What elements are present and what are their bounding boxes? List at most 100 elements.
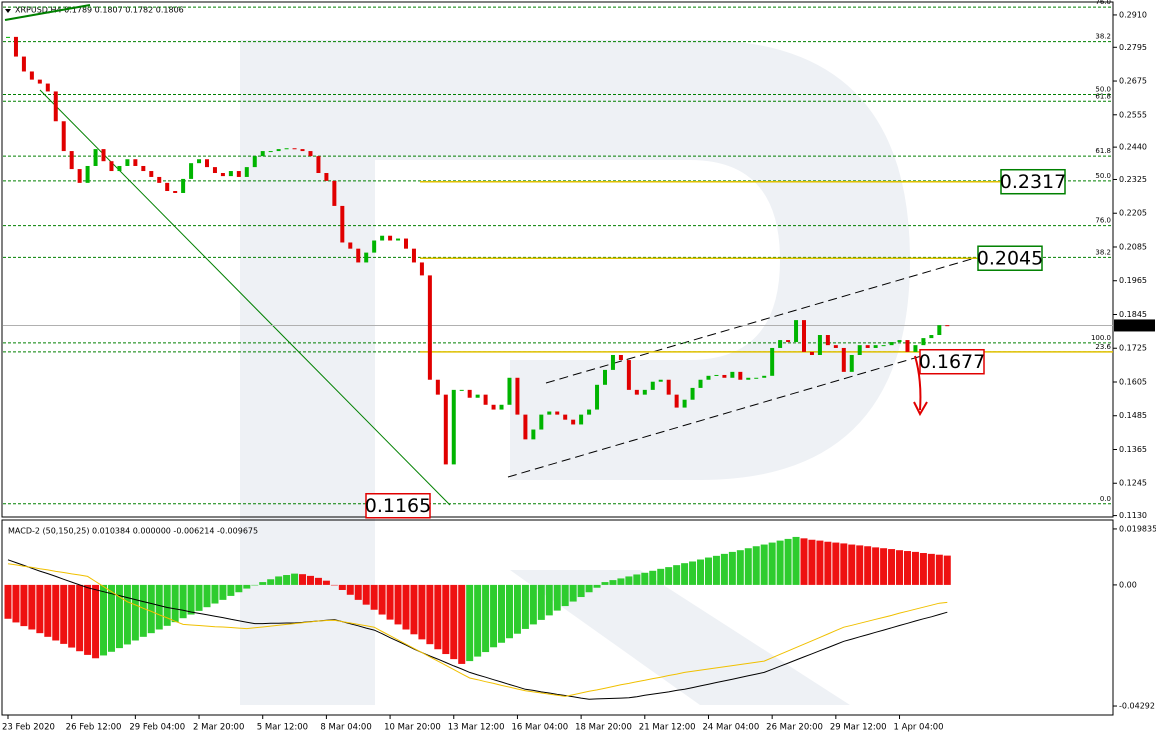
candle [762, 375, 767, 378]
histogram-bar [68, 584, 76, 648]
y-tick-label: -0.04292 [1119, 702, 1155, 711]
candle [85, 165, 90, 183]
y-tick-label: 0.2325 [1119, 175, 1147, 184]
histogram-bar [681, 563, 689, 585]
candle [475, 394, 480, 398]
histogram-bar [521, 584, 529, 629]
candle [21, 56, 26, 72]
candle [404, 238, 408, 249]
candle [897, 340, 902, 343]
histogram-bar [537, 584, 545, 620]
y-tick-label: 0.1245 [1119, 479, 1147, 488]
histogram-bar [187, 584, 195, 615]
histogram-bar [458, 584, 466, 664]
fib-label: 61.8 [1095, 147, 1111, 155]
histogram-bar [227, 584, 235, 596]
macd-line [7, 559, 948, 700]
histogram-bar [728, 551, 736, 585]
histogram-bar [498, 584, 506, 643]
main-panel-frame [1, 1, 1114, 518]
histogram-bar [52, 584, 60, 641]
histogram-bar [219, 584, 227, 600]
histogram-bar [12, 584, 20, 623]
candle [340, 205, 345, 243]
histogram-bar [776, 540, 784, 585]
candle [571, 419, 576, 425]
y-tick-label: 0.00 [1119, 580, 1137, 589]
x-tick-label: 16 Mar 04:00 [511, 723, 568, 733]
histogram-bar [482, 584, 490, 653]
fib-label: 0.0 [1100, 495, 1111, 503]
histogram-bar [442, 584, 450, 655]
candle [212, 167, 217, 174]
candle [173, 191, 178, 193]
histogram-bar [267, 579, 275, 585]
annotation-box [365, 492, 431, 519]
histogram-bar [712, 555, 720, 585]
histogram-bar [402, 584, 410, 630]
candle [849, 354, 854, 372]
histogram-bar [617, 578, 625, 585]
histogram-bar [697, 559, 705, 585]
candle [292, 148, 297, 150]
histogram-bar [625, 576, 633, 585]
histogram-bar [60, 584, 68, 644]
histogram-bar [203, 584, 211, 608]
last-price-box [1114, 319, 1155, 332]
candle [364, 252, 369, 263]
histogram-bar [354, 584, 362, 600]
histogram-bar [450, 584, 458, 660]
histogram-bar [744, 548, 752, 585]
macd-title: MACD-2 (50,150,25) 0.010384 0.000000 -0.… [8, 527, 258, 536]
candle [332, 180, 337, 206]
annotation-box [1000, 168, 1066, 195]
y-tick-label: 0.1845 [1119, 310, 1147, 319]
x-tick-label: 1 Apr 04:00 [894, 723, 944, 733]
histogram-bar [394, 584, 402, 625]
candle [507, 377, 512, 405]
candle [388, 235, 393, 241]
x-tick-label: 26 Feb 12:00 [66, 723, 122, 733]
candle [865, 345, 870, 348]
histogram-bar [752, 546, 760, 585]
candle [6, 36, 10, 38]
candle [515, 377, 520, 415]
candle [467, 389, 472, 398]
candle [587, 409, 592, 415]
histogram-bar [410, 584, 418, 635]
candle [666, 379, 671, 395]
histogram-bar [259, 582, 267, 585]
candle [817, 335, 822, 355]
fib-label: 50.0 [1095, 172, 1111, 180]
y-tick-label: 0.2085 [1119, 242, 1147, 251]
histogram-bar [330, 584, 338, 586]
x-tick-label: 18 Mar 20:00 [575, 723, 632, 733]
histogram-bar [872, 547, 880, 585]
fib-label: 76.0 [1095, 217, 1111, 225]
candle [491, 404, 496, 410]
candle [284, 148, 289, 150]
candle [53, 91, 58, 122]
candle [945, 325, 950, 327]
annotation-box [977, 245, 1043, 271]
candle [746, 377, 751, 380]
histogram-bar [919, 553, 927, 585]
macd-line [7, 563, 948, 697]
histogram-bar [418, 584, 426, 640]
histogram-bar [641, 572, 649, 585]
histogram-bar [903, 551, 911, 585]
candle [228, 171, 233, 177]
candle [857, 345, 862, 355]
histogram-bar [131, 584, 139, 641]
histogram-bar [299, 574, 307, 585]
histogram-bar [704, 557, 712, 585]
candle [483, 394, 488, 405]
histogram-bar [107, 584, 115, 652]
histogram-bar [736, 550, 744, 585]
histogram-bar [76, 584, 84, 652]
candle [324, 173, 329, 181]
candle [396, 238, 401, 241]
candle [372, 240, 377, 253]
histogram-bar [123, 584, 131, 645]
